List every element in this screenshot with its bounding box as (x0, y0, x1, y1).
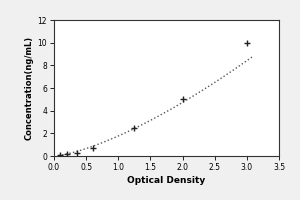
Y-axis label: Concentration(ng/mL): Concentration(ng/mL) (24, 36, 33, 140)
X-axis label: Optical Density: Optical Density (128, 176, 206, 185)
